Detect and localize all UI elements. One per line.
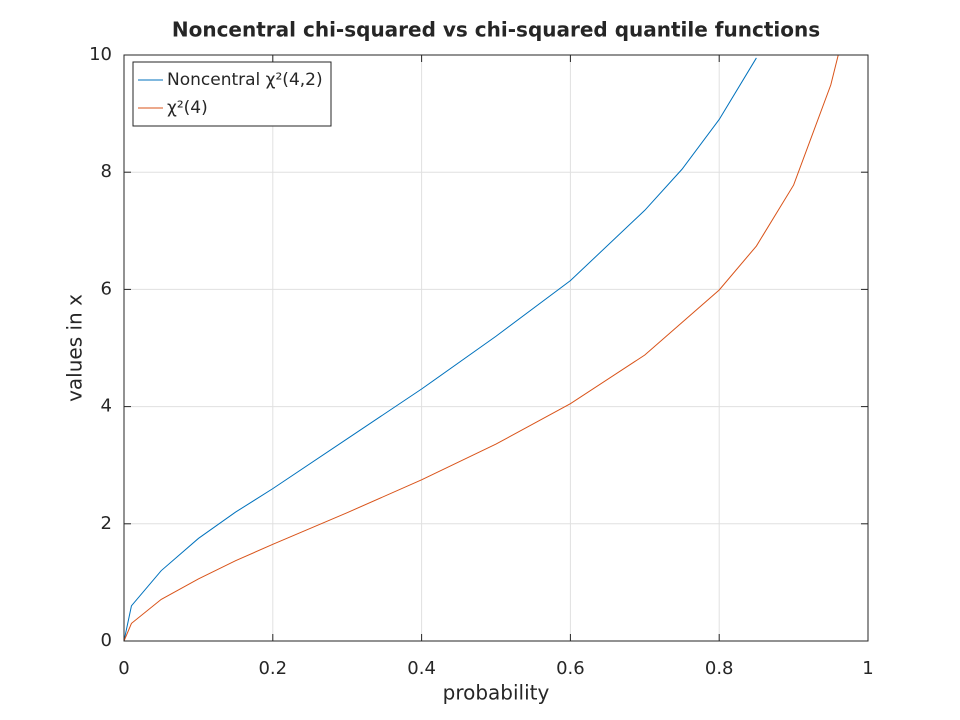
x-tick-label: 0.4 (407, 658, 436, 679)
legend-box (132, 61, 332, 127)
plot-area (124, 55, 868, 641)
x-axis-label: probability (443, 681, 550, 705)
x-tick-label: 0.8 (705, 658, 734, 679)
y-tick-label: 6 (101, 278, 112, 299)
y-tick-label: 8 (101, 161, 112, 182)
line-series (123, 54, 839, 642)
y-tick-label: 0 (101, 630, 112, 651)
x-tick-label: 0.2 (258, 658, 287, 679)
line-series (123, 57, 757, 642)
y-axis-label: values in x (63, 294, 87, 402)
y-tick-label: 4 (101, 396, 112, 417)
x-tick-label: 0 (118, 658, 129, 679)
y-tick-label: 10 (89, 44, 112, 65)
chart-title: Noncentral chi-squared vs chi-squared qu… (172, 18, 820, 42)
y-tick-label: 2 (101, 513, 112, 534)
legend-label: χ²(4) (167, 98, 208, 118)
x-tick-label: 0.6 (556, 658, 585, 679)
axes-box (123, 54, 869, 642)
x-tick-label: 1 (862, 658, 873, 679)
legend-label: Noncentral χ²(4,2) (167, 70, 323, 90)
